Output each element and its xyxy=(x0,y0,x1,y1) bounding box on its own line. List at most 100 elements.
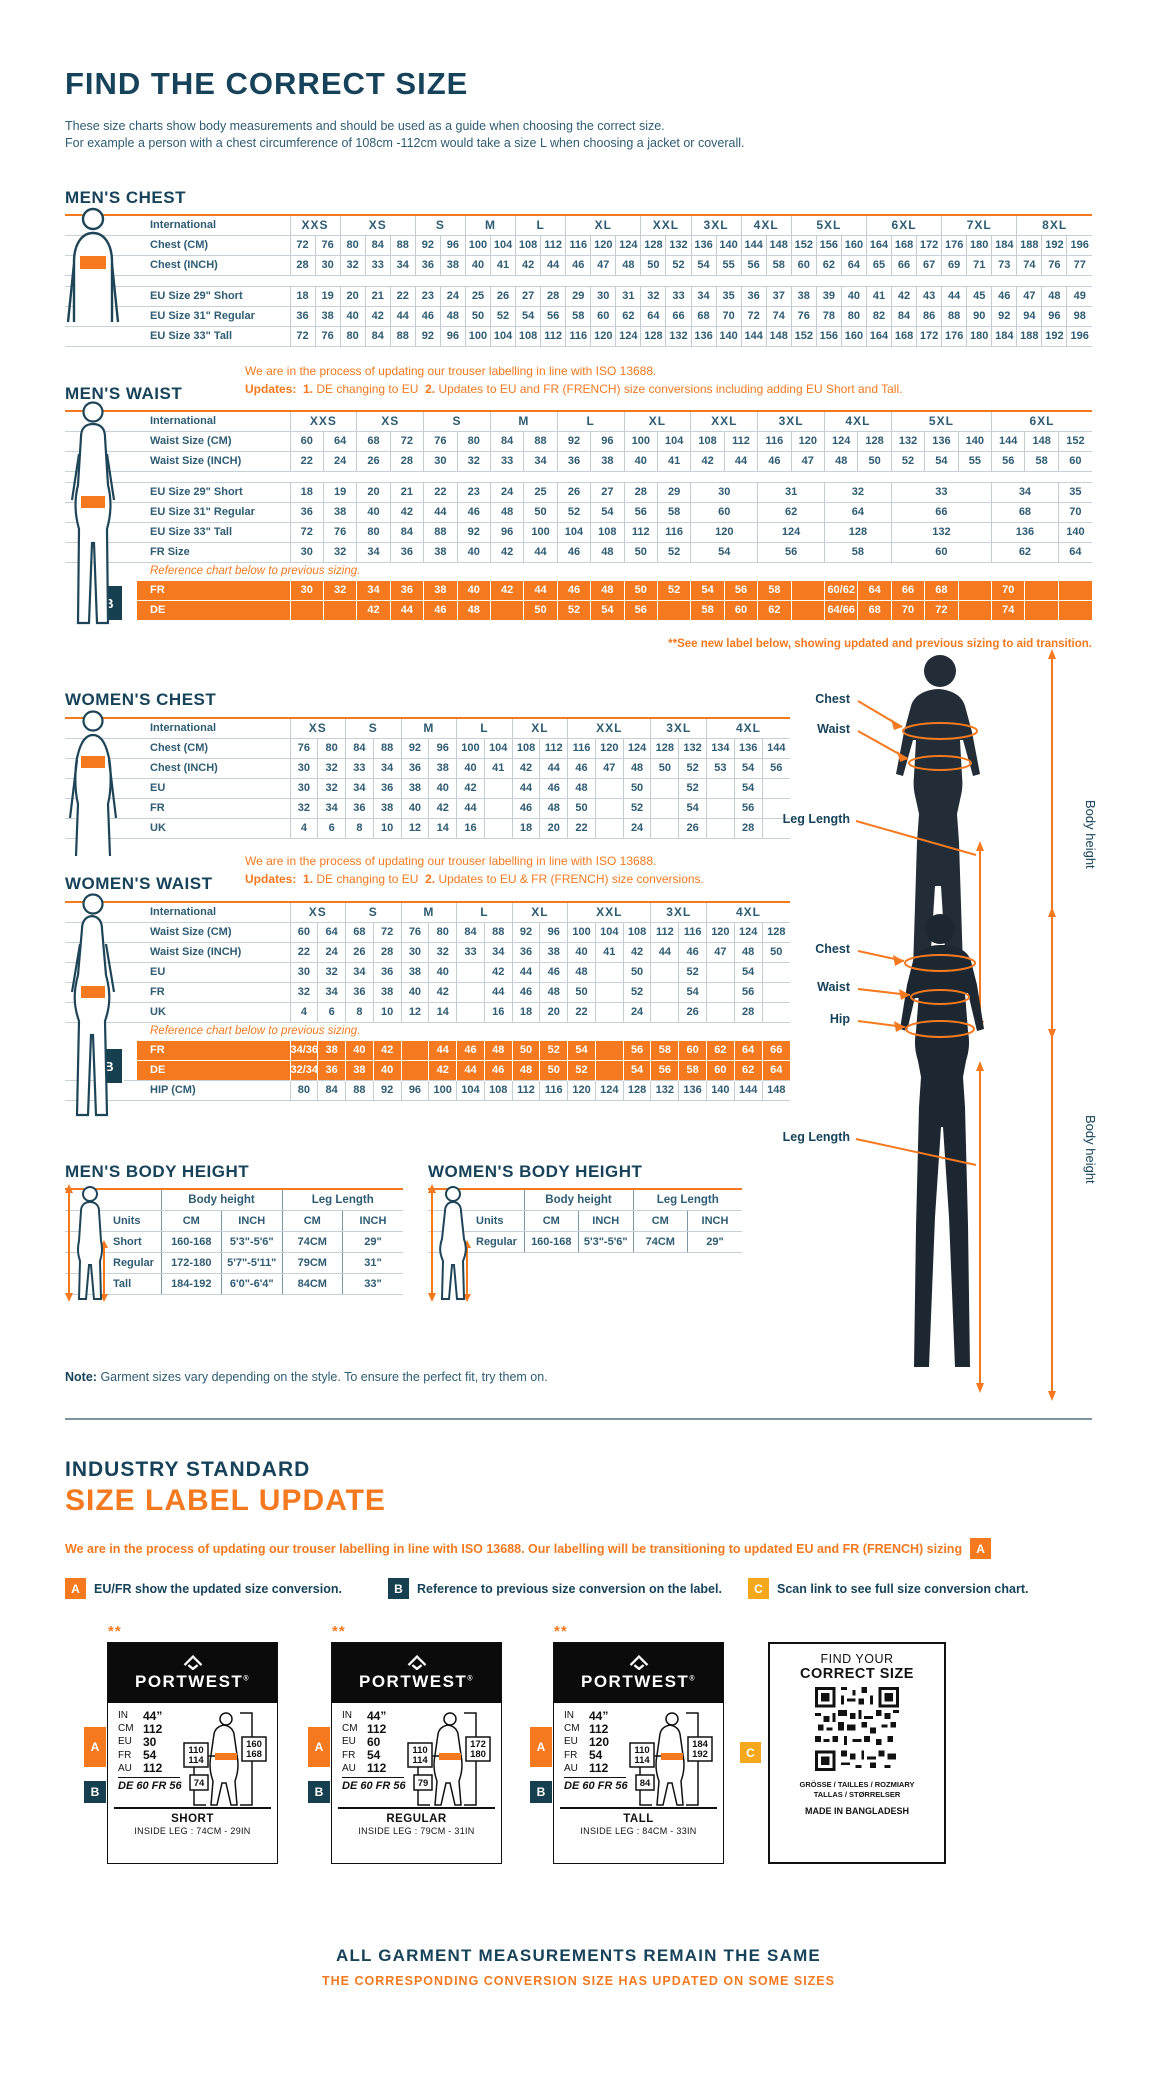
size-cell: 196 xyxy=(1066,325,1092,347)
size-cell: 60 xyxy=(705,1059,735,1080)
size-cell: 88 xyxy=(372,737,402,759)
size-cell: 18 xyxy=(511,817,541,839)
size-cell: 19 xyxy=(322,481,358,503)
size-cell: 108 xyxy=(515,234,542,256)
size-cell: 128 xyxy=(622,1079,652,1101)
size-cell: 172-180 xyxy=(160,1251,222,1274)
size-cell: 14 xyxy=(428,817,458,839)
size-cell: 86 xyxy=(916,305,943,327)
reference-note: Reference chart below to previous sizing… xyxy=(150,1025,361,1037)
size-cell: 62 xyxy=(733,1059,763,1080)
size-cell: 24 xyxy=(317,941,347,963)
size-cell: 140 xyxy=(715,234,742,256)
portwest-logo: PORTWEST® xyxy=(108,1643,277,1703)
column-header: S xyxy=(345,901,402,923)
size-cell: 42 xyxy=(622,941,652,963)
measurement-row: IN 44” xyxy=(564,1708,609,1723)
svg-text:110: 110 xyxy=(412,1745,427,1756)
mens-chest-icon xyxy=(66,207,120,323)
row-label: Tall xyxy=(65,1272,162,1295)
section-divider xyxy=(65,1418,1092,1420)
size-cell: 60 xyxy=(690,501,759,523)
size-cell: 96 xyxy=(439,234,466,256)
size-cell: 148 xyxy=(1024,430,1059,452)
table-header-row: International XS S M L XL XXL 3XL 4XL xyxy=(65,717,790,739)
size-cell: 39 xyxy=(815,285,842,307)
body-height-table: Body height Leg Length Units CM INCH CM INCH Sh… xyxy=(65,1188,403,1295)
size-cell: 80 xyxy=(456,430,491,452)
portwest-logo: PORTWEST® xyxy=(332,1643,501,1703)
size-cell: 64 xyxy=(733,1039,763,1060)
size-cell: 36 xyxy=(389,541,425,563)
unit-cell: CM xyxy=(632,1209,688,1232)
size-cell: 120 xyxy=(567,1079,596,1101)
size-cell: 36 xyxy=(389,579,425,600)
measurement-row: CM 112 xyxy=(342,1721,387,1736)
size-cell: 50 xyxy=(623,541,658,563)
size-cell: 116 xyxy=(539,1079,569,1101)
size-cell: 92 xyxy=(556,430,592,452)
size-cell: 64 xyxy=(824,501,892,523)
size-cell: 47 xyxy=(705,941,735,963)
size-cell: 108 xyxy=(511,737,541,759)
svg-text:168: 168 xyxy=(246,1749,262,1760)
size-cell xyxy=(594,797,624,819)
size-cell: 16 xyxy=(456,817,485,839)
size-cell: 152 xyxy=(1057,430,1092,452)
size-cell: 104 xyxy=(656,430,692,452)
row-label: UK xyxy=(65,817,291,839)
size-cell: 38 xyxy=(539,941,569,963)
size-table: International XXS XS S M L XL XXL 3XL 4XL 5XL 6XL Wa… xyxy=(65,410,1092,620)
size-cell: 92 xyxy=(372,1079,402,1101)
size-cell: 104 xyxy=(489,234,517,256)
table-row: FR 32 34 36 38 40 42 44 46 48 50 52 54 56 xyxy=(65,981,790,1003)
size-cell: 40 xyxy=(840,285,867,307)
size-cell: 28 xyxy=(623,481,658,503)
size-cell: 34 xyxy=(345,961,374,983)
size-cell: 152 xyxy=(790,325,817,347)
size-cell: 112 xyxy=(723,430,759,452)
size-cell xyxy=(957,579,993,600)
unit-cell: CM xyxy=(523,1209,579,1232)
size-cell: 88 xyxy=(389,325,416,347)
size-cell: 100 xyxy=(623,430,658,452)
womens-waist-table: International XS S M L XL XXL 3XL 4XL Waist Size … xyxy=(65,901,790,1101)
size-cell: 88 xyxy=(941,305,968,327)
table-row xyxy=(65,471,1092,482)
table-row: Waist Size (INCH) 22 24 26 28 30 32 33 34 36 38 40 4… xyxy=(65,941,790,963)
size-cell: 56 xyxy=(733,797,763,819)
size-cell: 25 xyxy=(464,285,492,307)
size-cell: 20 xyxy=(539,1001,569,1023)
size-cell xyxy=(289,599,324,620)
badge-a-icon: A xyxy=(65,1578,86,1599)
size-cell: 48 xyxy=(733,941,763,963)
size-cell: 48 xyxy=(590,541,625,563)
size-table: International XXS XS S M L XL XXL 3XL 4XL 5XL 6XL 7X… xyxy=(65,214,1092,347)
svg-text:160: 160 xyxy=(246,1739,262,1750)
size-cell xyxy=(1024,579,1059,600)
size-cell: 24 xyxy=(322,450,358,472)
measurements: IN 44” CM 112 EU 120 FR 54 AU 112 DE 60 FR 56 xyxy=(564,1708,628,1807)
size-cell: 42 xyxy=(372,1039,402,1060)
size-cell: 120 xyxy=(590,234,617,256)
table-row: FR 34/36 38 40 42 44 46 48 50 52 54 56 58 60 62 64 66 xyxy=(65,1039,790,1060)
size-cell: 52 xyxy=(489,305,517,327)
size-cell: 48 xyxy=(1041,285,1068,307)
size-cell: 124 xyxy=(733,921,763,943)
table-row: Waist Size (CM) 60 64 68 72 76 80 84 88 92 96 100 10… xyxy=(65,921,790,943)
size-cell: 140 xyxy=(957,430,993,452)
size-cell: 104 xyxy=(556,521,592,543)
qr-code xyxy=(815,1687,899,1771)
mens-chest-table: International XXS XS S M L XL XXL 3XL 4XL 5XL 6XL 7X… xyxy=(65,214,1092,347)
size-cell: 80 xyxy=(339,325,366,347)
table-row: Waist Size (INCH) 22 24 26 28 30 32 33 34 36 38 40 4… xyxy=(65,450,1092,472)
size-cell: 52 xyxy=(567,1059,596,1080)
size-cell: 40 xyxy=(372,1059,402,1080)
column-header: 6XL xyxy=(991,410,1092,432)
size-cell: 90 xyxy=(966,305,993,327)
size-cell: 42 xyxy=(428,1059,458,1080)
table-row: Tall 184-192 6'0"-6'4" 84CM 33" xyxy=(65,1272,403,1295)
size-cell: 29 xyxy=(565,285,592,307)
fig1-waist-label: Waist xyxy=(817,722,850,736)
table-row: EU Size 29" Short 18 19 20 21 22 23 24 25 26 27 28 2… xyxy=(65,481,1092,503)
